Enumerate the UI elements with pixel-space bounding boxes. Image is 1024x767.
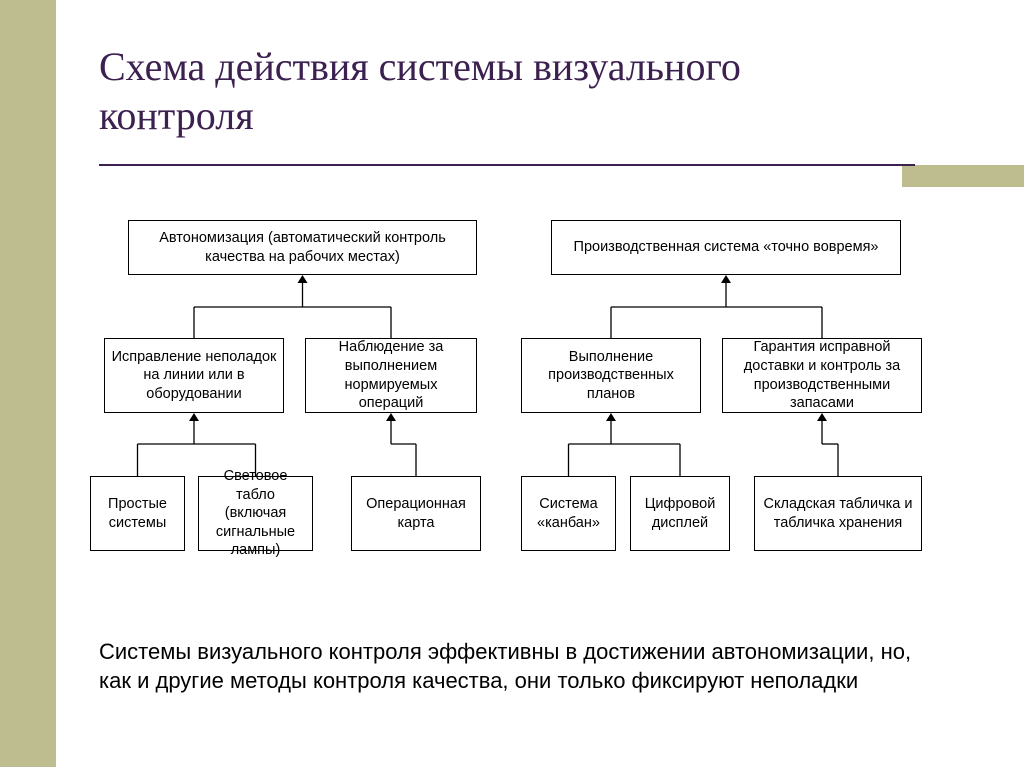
node-bot_3: Операционная карта <box>351 476 481 551</box>
left-accent-bar <box>0 0 56 767</box>
title-underline <box>99 164 915 166</box>
node-mid_4: Гарантия исправной доставки и контроль з… <box>722 338 922 413</box>
node-mid_2: Наблюдение за выполнением нормируемых оп… <box>305 338 477 413</box>
node-top_right: Производственная система «точно вовремя» <box>551 220 901 275</box>
node-mid_1: Исправление неполадок на линии или в обо… <box>104 338 284 413</box>
slide: Схема действия системы визуального контр… <box>0 0 1024 767</box>
node-bot_4: Система «канбан» <box>521 476 616 551</box>
node-bot_6: Складская табличка и табличка хранения <box>754 476 922 551</box>
slide-title: Схема действия системы визуального контр… <box>99 43 899 141</box>
title-accent-block <box>902 165 1024 187</box>
slide-caption: Системы визуального контроля эффективны … <box>99 638 939 695</box>
node-bot_2: Световое табло (включая сигнальные лампы… <box>198 476 313 551</box>
node-bot_1: Простые системы <box>90 476 185 551</box>
node-bot_5: Цифровой дисплей <box>630 476 730 551</box>
node-top_left: Автономизация (автоматический контроль к… <box>128 220 477 275</box>
node-mid_3: Выполнение производственных планов <box>521 338 701 413</box>
